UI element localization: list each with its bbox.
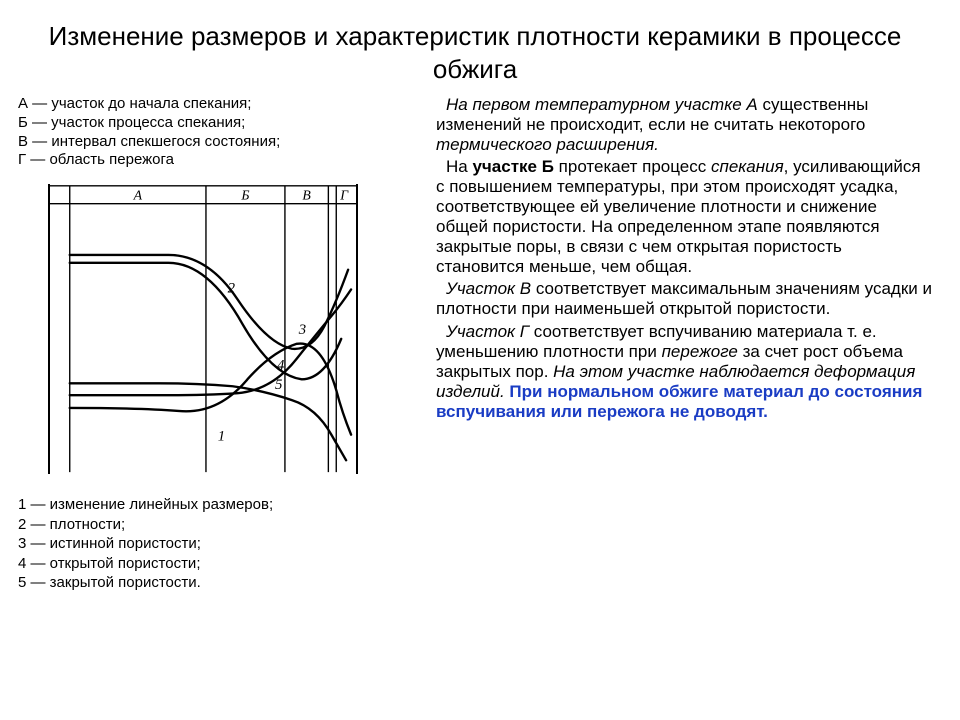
page-title: Изменение размеров и характеристик плотн… xyxy=(18,20,932,85)
legend-curves: 1 — изменение линейных размеров; 2 — пло… xyxy=(18,495,418,593)
p4-a: Участок Г xyxy=(446,322,529,341)
p2-a: На xyxy=(446,157,472,176)
legend-curve-1: 1 — изменение линейных размеров; xyxy=(18,495,418,515)
svg-text:Г: Г xyxy=(339,188,349,203)
svg-text:Б: Б xyxy=(240,188,249,203)
left-column: А — участок до начала спекания; Б — учас… xyxy=(18,95,418,593)
p3-a: Участок В xyxy=(446,279,531,298)
svg-text:3: 3 xyxy=(298,322,306,338)
legend-curve-4: 4 — открытой пористости; xyxy=(18,554,418,574)
legend-curve-3: 3 — истинной пористости; xyxy=(18,534,418,554)
p4-f: При нормальном обжиге материал до состоя… xyxy=(436,382,922,421)
svg-text:В: В xyxy=(302,188,311,203)
legend-region-g: Г — область пережога xyxy=(18,151,418,170)
svg-text:4: 4 xyxy=(277,357,285,373)
p1-lead: На первом температурном участке А xyxy=(446,95,758,114)
legend-region-a: А — участок до начала спекания; xyxy=(18,95,418,114)
p4-c: пережоге xyxy=(662,342,738,361)
p2-d: спекания xyxy=(711,157,784,176)
paragraph-3: Участок В соответствует максимальным зна… xyxy=(436,279,932,319)
p2-c: протекает процесс xyxy=(554,157,711,176)
svg-text:5: 5 xyxy=(275,377,282,393)
paragraph-2: На участке Б протекает процесс спекания,… xyxy=(436,157,932,277)
legend-region-b: Б — участок процесса спекания; xyxy=(18,114,418,133)
legend-curve-5: 5 — закрытой пористости. xyxy=(18,573,418,593)
right-column: На первом температурном участке А сущест… xyxy=(436,95,932,593)
p1-term: термического расширения. xyxy=(436,135,659,154)
legend-curve-2: 2 — плотности; xyxy=(18,515,418,535)
svg-text:А: А xyxy=(133,188,143,203)
sintering-diagram: А Б В Г 1 2 3 4 5 xyxy=(48,184,358,474)
p2-b: участке Б xyxy=(472,157,553,176)
legend-region-v: В — интервал спекшегося состояния; xyxy=(18,133,418,152)
svg-text:2: 2 xyxy=(228,280,236,296)
legend-regions: А — участок до начала спекания; Б — учас… xyxy=(18,95,418,170)
two-column-layout: А — участок до начала спекания; Б — учас… xyxy=(18,95,932,593)
paragraph-4: Участок Г соответствует вспучиванию мате… xyxy=(436,322,932,422)
svg-text:1: 1 xyxy=(218,429,225,445)
diagram-container: А Б В Г 1 2 3 4 5 xyxy=(18,184,418,479)
paragraph-1: На первом температурном участке А сущест… xyxy=(436,95,932,155)
